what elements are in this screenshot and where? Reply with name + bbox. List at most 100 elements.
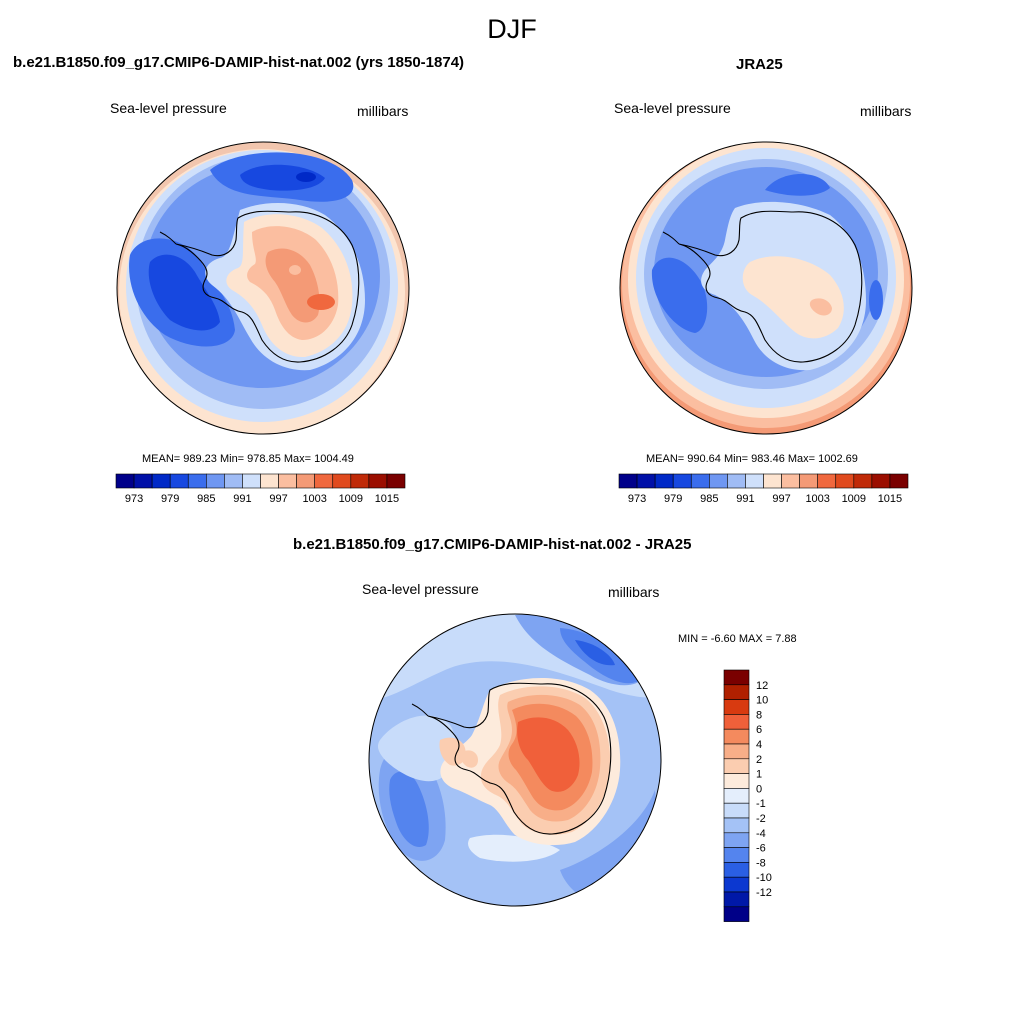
colorbar-1: 973 979 985 991 997 1003 1009 1015: [115, 473, 406, 505]
colorbar-tick-label: -6: [756, 843, 766, 855]
colorbar-swatch: [636, 473, 656, 489]
colorbar-2: 973 979 985 991 997 1003 1009 1015: [618, 473, 909, 505]
colorbar-tick-label: 1009: [339, 493, 363, 505]
colorbar-swatch: [723, 788, 750, 804]
panel2-units-label: millibars: [860, 103, 912, 119]
map-2-sea-level-pressure: [620, 142, 912, 434]
colorbar-swatch: [224, 473, 243, 489]
colorbar-swatch: [799, 473, 818, 489]
colorbar-swatch: [853, 473, 873, 489]
colorbar-swatch: [206, 473, 225, 489]
colorbar-tick-label: 0: [756, 783, 762, 795]
map-1-sea-level-pressure: [117, 142, 409, 434]
colorbar-swatch: [296, 473, 315, 489]
colorbar-tick-label: 985: [700, 493, 718, 505]
colorbar-tick-label: 997: [772, 493, 790, 505]
panel2-title: JRA25: [736, 56, 783, 73]
colorbar-swatch: [169, 473, 189, 489]
panel1-variable-label: Sea-level pressure: [110, 100, 227, 116]
colorbar-swatch: [260, 473, 279, 489]
colorbar-swatch: [133, 473, 153, 489]
panel1-stats: MEAN= 989.23 Min= 978.85 Max= 1004.49: [142, 453, 354, 465]
colorbar-swatch: [709, 473, 728, 489]
colorbar-tick-label: 979: [664, 493, 682, 505]
panel3-variable-label: Sea-level pressure: [362, 581, 479, 597]
colorbar-swatch: [723, 773, 750, 789]
colorbar-swatch: [889, 473, 909, 489]
colorbar-swatch: [723, 758, 750, 774]
colorbar-swatch: [723, 743, 750, 760]
colorbar-tick-label: 991: [233, 493, 251, 505]
colorbar-tick-label: -1: [756, 798, 766, 810]
colorbar-swatch: [723, 669, 750, 686]
colorbar-swatch: [871, 473, 891, 489]
colorbar-tick-label: -4: [756, 828, 766, 840]
colorbar-swatch: [723, 714, 750, 730]
colorbar-tick-label: -10: [756, 872, 772, 884]
colorbar-tick-label: 997: [269, 493, 287, 505]
colorbar-swatch: [723, 802, 750, 819]
colorbar-swatch: [781, 473, 800, 489]
colorbar-swatch: [723, 684, 750, 700]
colorbar-swatch: [187, 473, 207, 489]
colorbar-swatch: [332, 473, 352, 489]
panel3-stats: MIN = -6.60 MAX = 7.88: [678, 633, 797, 645]
colorbar-swatch: [817, 473, 837, 489]
colorbar-swatch: [763, 473, 782, 489]
colorbar-swatch: [672, 473, 692, 489]
colorbar-swatch: [690, 473, 710, 489]
colorbar-tick-label: 1015: [878, 493, 902, 505]
panel1-units-label: millibars: [357, 103, 409, 119]
colorbar-swatch: [835, 473, 855, 489]
colorbar-swatch: [242, 473, 261, 489]
colorbar-swatch: [723, 699, 750, 715]
colorbar-swatch: [278, 473, 297, 489]
colorbar-swatch: [368, 473, 388, 489]
colorbar-tick-label: 991: [736, 493, 754, 505]
colorbar-tick-label: 2: [756, 754, 762, 766]
colorbar-tick-label: 10: [756, 695, 768, 707]
colorbar-tick-label: -2: [756, 813, 766, 825]
map-3-sea-level-pressure-difference: [369, 614, 661, 906]
colorbar-swatch: [727, 473, 746, 489]
page-title: DJF: [487, 14, 537, 44]
colorbar-swatch: [723, 891, 750, 908]
panel2-variable-label: Sea-level pressure: [614, 100, 731, 116]
colorbar-tick-label: 12: [756, 680, 768, 692]
colorbar-swatch: [723, 817, 750, 834]
colorbar-tick-label: -12: [756, 887, 772, 899]
colorbar-tick-label: 985: [197, 493, 215, 505]
colorbar-swatch: [745, 473, 764, 489]
colorbar-swatch: [723, 832, 750, 848]
colorbar-swatch: [151, 473, 171, 489]
colorbar-swatch: [350, 473, 370, 489]
colorbar-tick-label: 4: [756, 739, 762, 751]
colorbar-swatch: [115, 473, 135, 489]
colorbar-swatch: [723, 906, 750, 922]
colorbar-swatch: [723, 728, 750, 745]
colorbar-tick-label: 1015: [375, 493, 399, 505]
colorbar-tick-label: 1: [756, 769, 762, 781]
colorbar-tick-label: 979: [161, 493, 179, 505]
colorbar-tick-label: 973: [628, 493, 646, 505]
colorbar-swatch: [723, 862, 750, 878]
colorbar-swatch: [314, 473, 334, 489]
colorbar-tick-label: -8: [756, 857, 766, 869]
colorbar-tick-label: 6: [756, 724, 762, 736]
panel3-units-label: millibars: [608, 584, 660, 600]
colorbar-tick-label: 1003: [805, 493, 829, 505]
colorbar-tick-label: 8: [756, 709, 762, 721]
colorbar-tick-label: 973: [125, 493, 143, 505]
panel2-stats: MEAN= 990.64 Min= 983.46 Max= 1002.69: [646, 453, 858, 465]
colorbar-swatch: [654, 473, 674, 489]
panel1-title: b.e21.B1850.f09_g17.CMIP6-DAMIP-hist-nat…: [13, 54, 465, 71]
colorbar-swatch: [386, 473, 406, 489]
panel3-title: b.e21.B1850.f09_g17.CMIP6-DAMIP-hist-nat…: [293, 536, 692, 553]
colorbar-tick-label: 1009: [842, 493, 866, 505]
colorbar-swatch: [723, 847, 750, 863]
colorbar-swatch: [618, 473, 638, 489]
colorbar-tick-label: 1003: [302, 493, 326, 505]
colorbar-swatch: [723, 876, 750, 893]
